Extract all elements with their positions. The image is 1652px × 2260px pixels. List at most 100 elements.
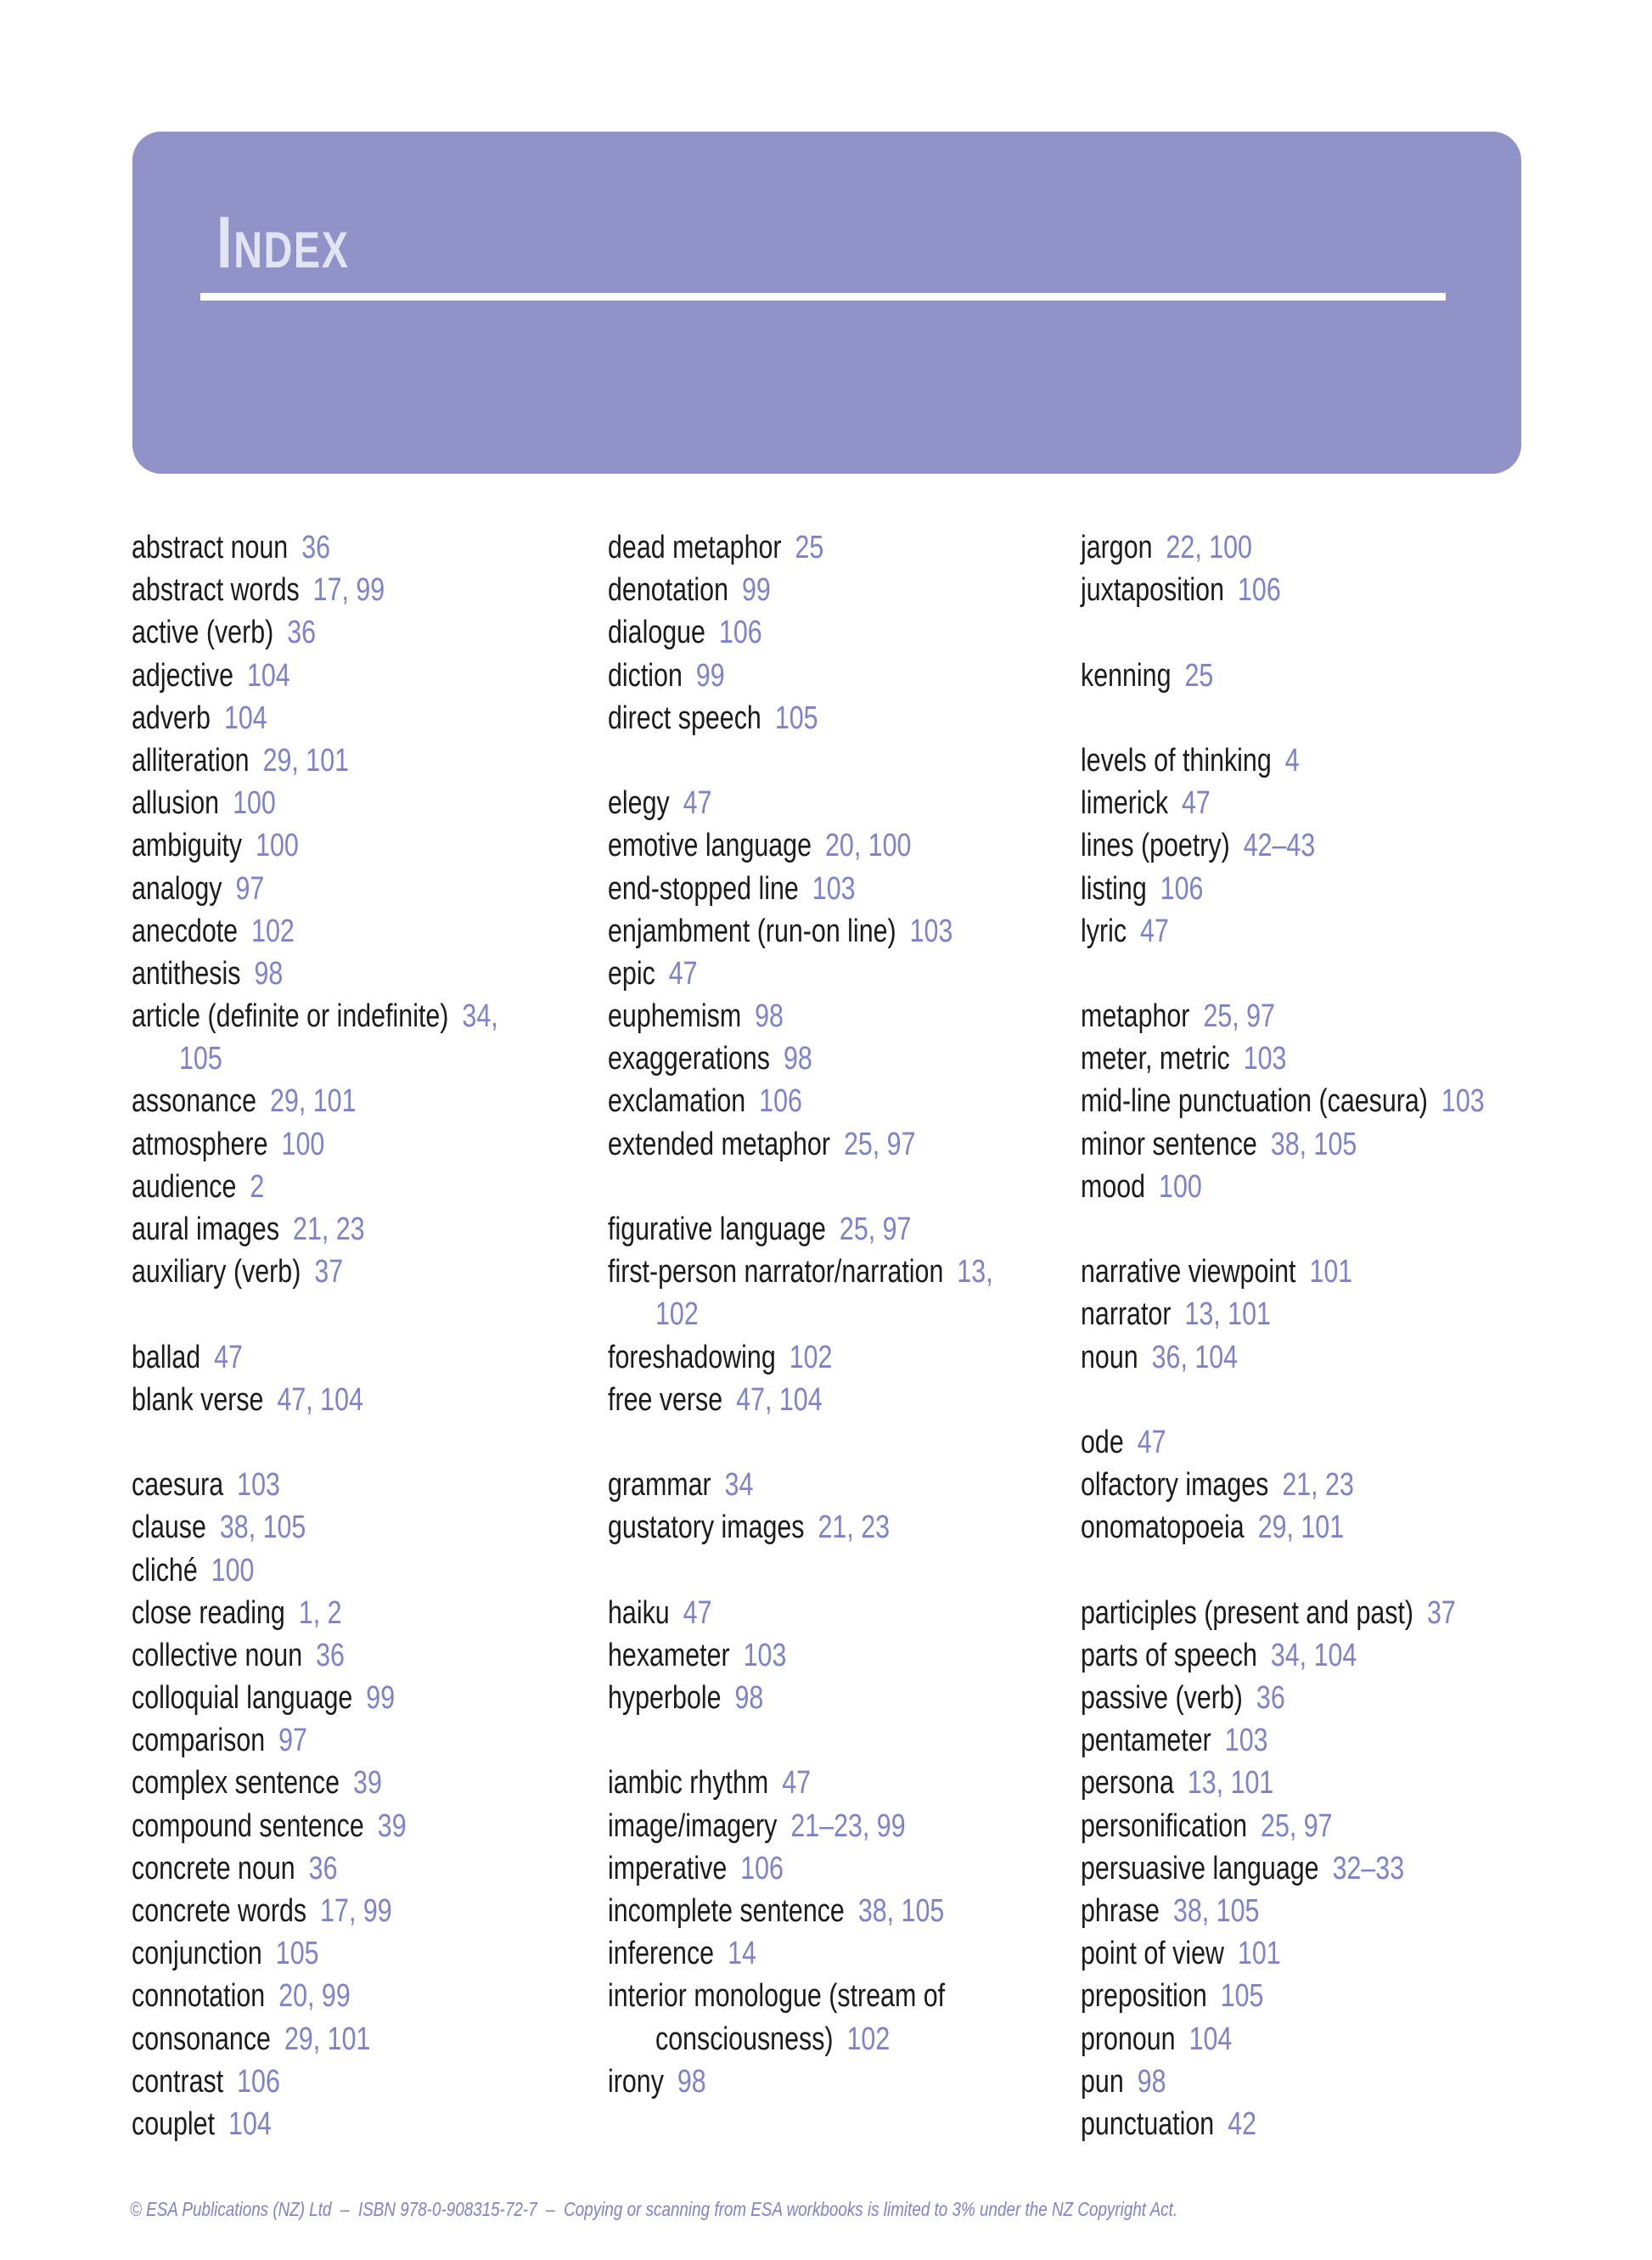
entry-term: abstract words xyxy=(132,572,300,609)
entry-term: audience xyxy=(132,1168,237,1205)
page-title-initial: I xyxy=(216,202,234,284)
entry-page-numbers: 98 xyxy=(783,1041,812,1077)
entry-term: grammar xyxy=(608,1467,711,1504)
entry-page-numbers: 17, 99 xyxy=(312,572,385,609)
entry-page-numbers: 37 xyxy=(314,1254,344,1290)
index-entry: foreshadowing 102 xyxy=(608,1336,1126,1379)
copyright-footer: © ESA Publications (NZ) Ltd – ISBN 978-0… xyxy=(130,2198,1177,2221)
index-entry: auxiliary (verb) 37 xyxy=(132,1251,649,1293)
entry-page-numbers: 103 xyxy=(1441,1083,1485,1120)
index-entry: personification 25, 97 xyxy=(1081,1805,1599,1847)
entry-page-numbers: 47 xyxy=(214,1339,243,1375)
index-entry: pronoun 104 xyxy=(1081,2018,1599,2060)
entry-page-numbers: 47, 104 xyxy=(277,1381,363,1418)
index-entry: juxtaposition 106 xyxy=(1081,569,1599,611)
index-entry: olfactory images 21, 23 xyxy=(1081,1464,1599,1506)
entry-page-numbers: 101 xyxy=(1309,1254,1353,1290)
entry-term: elegy xyxy=(608,785,670,822)
entry-term: imperative xyxy=(608,1850,728,1886)
index-entry: anecdote 102 xyxy=(132,910,649,953)
entry-term: exclamation xyxy=(608,1083,746,1120)
entry-term: aural images xyxy=(132,1212,280,1247)
entry-page-numbers: 25, 97 xyxy=(1203,998,1275,1035)
index-entry: free verse 47, 104 xyxy=(608,1379,1126,1421)
entry-term: collective noun xyxy=(132,1637,303,1673)
entry-term: haiku xyxy=(608,1594,670,1631)
entry-term: incomplete sentence xyxy=(608,1893,845,1929)
entry-page-numbers: 99 xyxy=(366,1680,396,1717)
entry-term: direct speech xyxy=(608,700,761,736)
entry-page-numbers: 29, 101 xyxy=(1257,1509,1345,1546)
index-blank-line xyxy=(1081,1208,1599,1251)
index-entry: collective noun 36 xyxy=(132,1634,649,1677)
entry-page-numbers: 102 xyxy=(789,1339,833,1375)
index-entry: analogy 97 xyxy=(132,868,649,910)
entry-page-numbers: 100 xyxy=(1159,1168,1202,1205)
entry-page-numbers: 103 xyxy=(743,1637,787,1673)
index-entry: denotation 99 xyxy=(608,569,1126,611)
index-blank-line xyxy=(608,739,1126,782)
index-entry: alliteration 29, 101 xyxy=(132,739,649,782)
entry-page-numbers: 103 xyxy=(909,913,953,949)
index-entry: irony 98 xyxy=(608,2060,1126,2103)
entry-page-numbers: 47 xyxy=(683,785,712,822)
entry-page-numbers: 32–33 xyxy=(1332,1850,1405,1886)
entry-term: diction xyxy=(608,657,683,694)
index-entry: concrete words 17, 99 xyxy=(132,1890,649,1932)
entry-term: ambiguity xyxy=(132,828,243,864)
index-entry: exaggerations 98 xyxy=(608,1037,1126,1080)
entry-term: pun xyxy=(1081,2063,1124,2100)
entry-page-numbers: 104 xyxy=(228,2105,272,2142)
entry-term: concrete noun xyxy=(132,1850,295,1886)
entry-term: epic xyxy=(608,955,655,992)
entry-page-numbers: 100 xyxy=(281,1126,325,1162)
index-column-1: abstract noun 36 abstract words 17, 99 activ… xyxy=(132,526,649,2145)
index-entry: figurative language 25, 97 xyxy=(608,1208,1126,1251)
index-blank-line xyxy=(1081,1549,1599,1592)
entry-term: dialogue xyxy=(608,615,705,651)
entry-term: persona xyxy=(1081,1765,1174,1802)
entry-page-numbers: 98 xyxy=(254,955,284,992)
index-entry: metaphor 25, 97 xyxy=(1081,995,1599,1037)
entry-page-numbers: 39 xyxy=(377,1807,407,1844)
entry-term: conjunction xyxy=(132,1936,262,1972)
entry-page-numbers: 47 xyxy=(1137,1424,1166,1460)
index-entry: kenning 25 xyxy=(1081,655,1599,697)
index-entry: aural images 21, 23 xyxy=(132,1208,649,1251)
entry-page-numbers: 17, 99 xyxy=(320,1893,392,1929)
index-entry: limerick 47 xyxy=(1081,782,1599,824)
index-entry: colloquial language 99 xyxy=(132,1677,649,1719)
entry-page-numbers: 21–23, 99 xyxy=(790,1807,906,1844)
entry-term: mid-line punctuation (caesura) xyxy=(1081,1083,1428,1120)
entry-page-numbers: 104 xyxy=(1188,2021,1233,2057)
index-blank-line xyxy=(1081,697,1599,739)
entry-term: foreshadowing xyxy=(608,1339,776,1375)
index-entry: ballad 47 xyxy=(132,1336,649,1379)
index-entry: elegy 47 xyxy=(608,782,1126,824)
index-entry: mid-line punctuation (caesura) 103 xyxy=(1081,1080,1599,1122)
entry-term: hyperbole xyxy=(608,1680,722,1717)
entry-page-numbers: 105 xyxy=(1220,1978,1264,2015)
index-entry: active (verb) 36 xyxy=(132,611,649,654)
entry-term: iambic rhythm xyxy=(608,1765,769,1802)
entry-term: meter, metric xyxy=(1081,1041,1230,1077)
entry-term: active (verb) xyxy=(132,615,274,651)
entry-term: mood xyxy=(1081,1168,1146,1205)
index-entry: phrase 38, 105 xyxy=(1081,1890,1599,1932)
entry-term: juxtaposition xyxy=(1081,572,1224,609)
index-entry: image/imagery 21–23, 99 xyxy=(608,1805,1126,1847)
entry-term: inference xyxy=(608,1936,715,1972)
entry-page-numbers: 34 xyxy=(724,1467,754,1504)
entry-term: extended metaphor xyxy=(608,1126,830,1162)
index-entry: abstract words 17, 99 xyxy=(132,569,649,611)
index-entry: caesura 103 xyxy=(132,1464,649,1506)
entry-term: colloquial language xyxy=(132,1680,353,1717)
entry-page-numbers: 105 xyxy=(179,1041,222,1077)
entry-term: first-person narrator/narration xyxy=(608,1254,944,1290)
entry-page-numbers: 29, 101 xyxy=(270,1083,357,1120)
index-column-2: dead metaphor 25 denotation 99 dialogue 106 di… xyxy=(608,526,1126,2103)
index-entry: article (definite or indefinite) 34, xyxy=(132,995,649,1037)
entry-term: hexameter xyxy=(608,1637,730,1673)
index-entry: epic 47 xyxy=(608,953,1126,995)
index-entry: ode 47 xyxy=(1081,1421,1599,1464)
